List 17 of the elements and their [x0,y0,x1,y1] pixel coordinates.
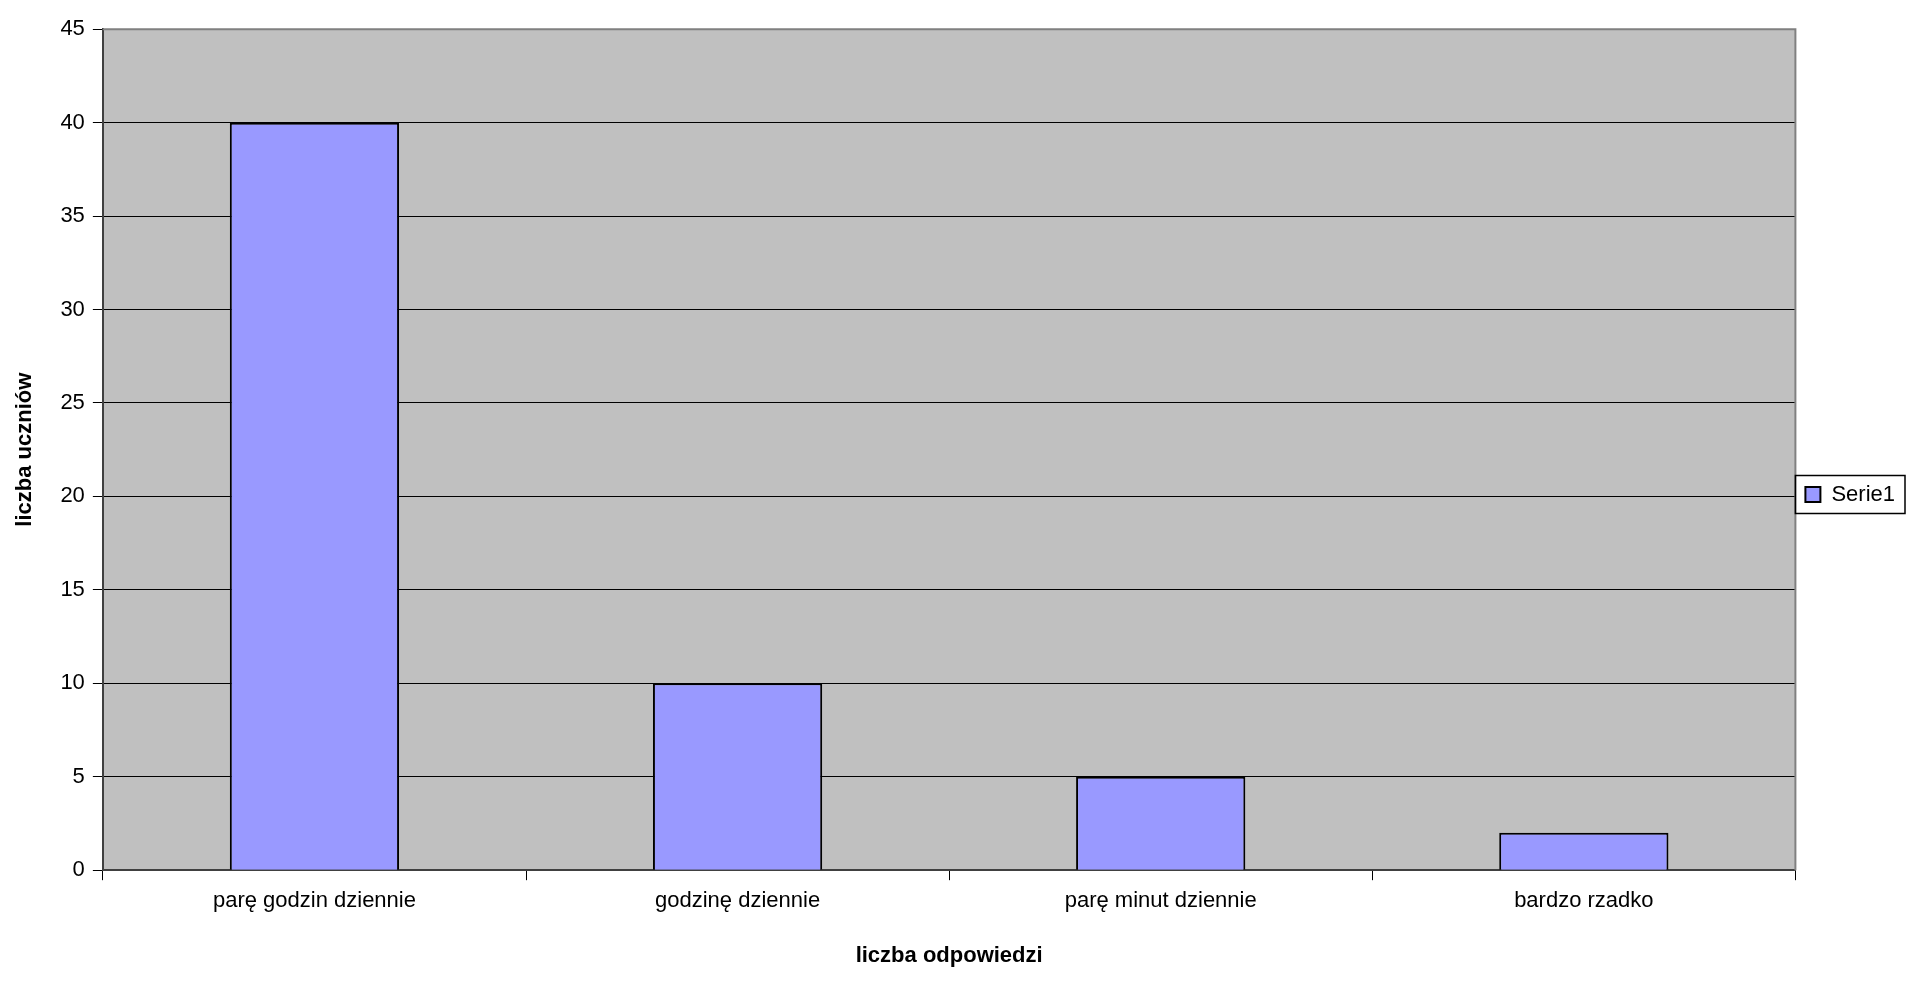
y-tick-label: 0 [72,856,85,882]
y-tick-label: 40 [60,108,85,134]
y-tick-label: 20 [60,482,85,508]
y-tick-label: 45 [60,15,85,41]
x-tick-label: bardzo rzadko [1514,887,1654,913]
x-tick-label: parę minut dziennie [1064,887,1257,913]
y-axis-title: liczba uczniów [11,371,37,527]
y-tick-label: 35 [60,202,85,228]
legend-label: Serie1 [1831,480,1895,506]
x-axis-title: liczba odpowiedzi [855,941,1043,967]
x-tick-label: parę godzin dziennie [212,887,416,913]
x-tick-label: godzinę dziennie [655,887,821,913]
y-tick-label: 25 [60,389,85,415]
y-tick-label: 5 [72,762,85,788]
y-tick-label: 30 [60,295,85,321]
y-tick-label: 15 [60,575,85,601]
y-tick-label: 10 [60,669,85,695]
